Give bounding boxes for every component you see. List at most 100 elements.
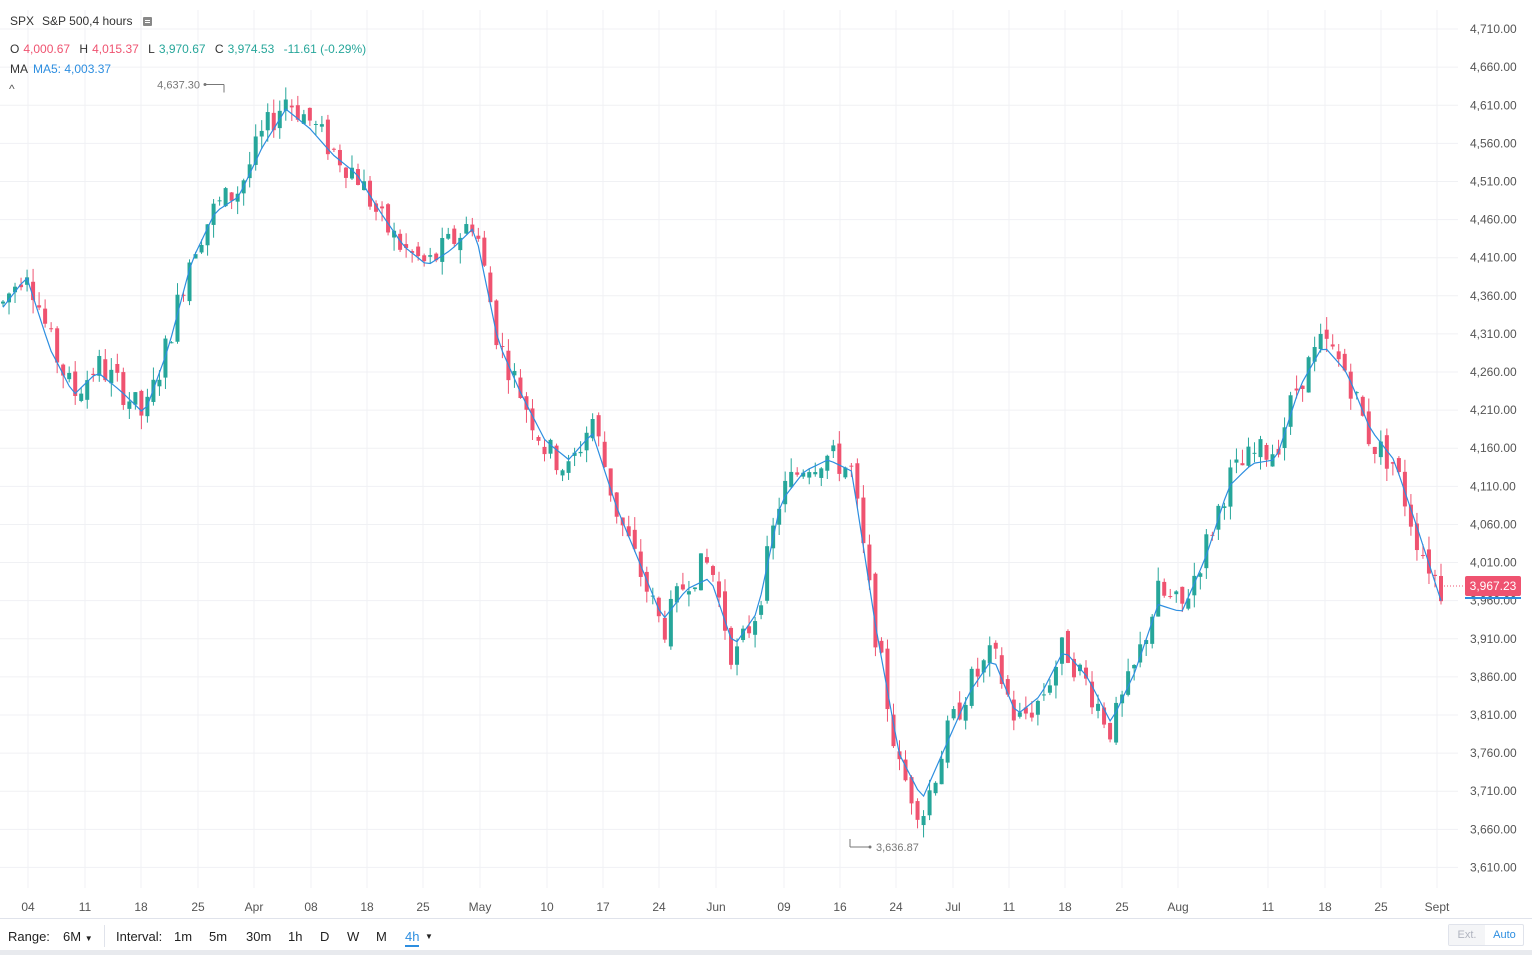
range-select[interactable]: 6M ▼ bbox=[63, 929, 93, 944]
close-value: 3,974.53 bbox=[227, 42, 275, 56]
auto-button[interactable]: Auto bbox=[1493, 929, 1516, 941]
x-tick-label: 25 bbox=[1115, 900, 1129, 914]
x-tick-label: 17 bbox=[596, 900, 610, 914]
interval-dropdown-icon[interactable]: ▼ bbox=[425, 932, 433, 941]
candle-body bbox=[777, 508, 782, 525]
candle-body bbox=[783, 480, 788, 505]
candle-body bbox=[879, 640, 884, 653]
candle-body bbox=[710, 566, 715, 575]
candle-body bbox=[1426, 549, 1431, 574]
candle-body bbox=[759, 605, 764, 615]
x-tick-label: 11 bbox=[1262, 900, 1275, 914]
candle-body bbox=[259, 130, 264, 137]
candle-body bbox=[1420, 555, 1425, 557]
candle-body bbox=[1258, 439, 1263, 458]
candle-body bbox=[602, 441, 607, 468]
x-tick-label: 11 bbox=[1003, 900, 1016, 914]
ma-legend: MA MA5: 4,003.37 bbox=[10, 62, 117, 76]
candle-body bbox=[169, 342, 174, 344]
candle-body bbox=[482, 237, 487, 266]
candle-body bbox=[933, 782, 938, 794]
candle-body bbox=[542, 446, 547, 455]
candle-body bbox=[139, 390, 144, 416]
candle-body bbox=[181, 294, 186, 296]
y-tick-label: 4,660.00 bbox=[1470, 60, 1517, 74]
candle-body bbox=[223, 188, 228, 207]
collapse-legend-icon[interactable]: ^ bbox=[9, 82, 15, 96]
interval-d[interactable]: D bbox=[320, 929, 330, 944]
candle-body bbox=[55, 328, 60, 363]
interval-w[interactable]: W bbox=[347, 929, 360, 944]
x-tick-label: Aug bbox=[1167, 900, 1188, 914]
interval-1m[interactable]: 1m bbox=[174, 929, 193, 944]
candle-body bbox=[795, 472, 800, 475]
x-tick-label: 18 bbox=[1058, 900, 1072, 914]
ma5-line bbox=[2, 108, 1442, 798]
candle-body bbox=[1402, 471, 1407, 507]
candle-body bbox=[283, 99, 288, 111]
candle-body bbox=[819, 468, 824, 478]
candle-body bbox=[331, 148, 336, 150]
candlestick-chart[interactable]: 4,710.00 4,660.00 4,610.00 4,560.00 4,510.00… bbox=[0, 0, 1532, 918]
candle-body bbox=[1114, 702, 1119, 743]
interval-1h[interactable]: 1h bbox=[288, 929, 303, 944]
candle-body bbox=[199, 244, 204, 253]
candle-body bbox=[175, 294, 180, 342]
candle-body bbox=[307, 107, 312, 121]
ma-label: MA bbox=[10, 62, 28, 76]
change-value: -11.61 (-0.29%) bbox=[283, 42, 367, 56]
candle-body bbox=[265, 112, 270, 131]
details-icon[interactable] bbox=[142, 17, 152, 26]
candle-body bbox=[843, 467, 848, 478]
candle-body bbox=[1023, 707, 1028, 714]
candle-body bbox=[1324, 329, 1329, 339]
x-tick-label: 18 bbox=[134, 900, 148, 914]
interval-4h[interactable]: 4h bbox=[405, 929, 420, 947]
candle-body bbox=[927, 790, 932, 816]
candle-body bbox=[1390, 462, 1395, 464]
chart-area[interactable]: 4,710.00 4,660.00 4,610.00 4,560.00 4,510.00… bbox=[0, 0, 1532, 918]
interval-30m[interactable]: 30m bbox=[246, 929, 272, 944]
candle-body bbox=[43, 308, 48, 324]
candle-body bbox=[957, 702, 962, 720]
candle-body bbox=[1041, 694, 1046, 696]
max-annotation-label: 4,637.30 bbox=[157, 79, 200, 91]
candle-body bbox=[1384, 435, 1389, 469]
candle-body bbox=[1204, 534, 1209, 569]
candle-body bbox=[7, 293, 12, 303]
candle-body bbox=[999, 655, 1004, 685]
x-tick-label: 25 bbox=[191, 900, 205, 914]
interval-m[interactable]: M bbox=[376, 929, 387, 944]
ohlc-legend: O 4,000.67 H 4,015.37 L 3,970.67 C 3,974.53 … bbox=[10, 42, 372, 56]
candle-body bbox=[488, 272, 493, 303]
range-label: Range: bbox=[8, 929, 50, 944]
chart-title: SPX S&P 500,4 hours bbox=[10, 14, 158, 28]
candle-body bbox=[1162, 581, 1167, 596]
interval-5m[interactable]: 5m bbox=[209, 929, 228, 944]
candle-body bbox=[1017, 712, 1022, 717]
candle-body bbox=[729, 627, 734, 665]
y-tick-label: 4,310.00 bbox=[1470, 327, 1517, 341]
candle-body bbox=[981, 660, 986, 673]
candle-body bbox=[1090, 681, 1095, 708]
candle-body bbox=[109, 369, 114, 384]
ext-button[interactable]: Ext. bbox=[1449, 925, 1485, 945]
candle-body bbox=[476, 235, 481, 239]
candle-body bbox=[1047, 685, 1052, 693]
candle-body bbox=[1174, 591, 1179, 595]
candle-body bbox=[608, 468, 613, 496]
x-tick-label: 24 bbox=[652, 900, 666, 914]
candle-body bbox=[1132, 664, 1137, 669]
y-tick-label: 3,760.00 bbox=[1470, 746, 1517, 760]
x-tick-label: 11 bbox=[79, 900, 92, 914]
candle-body bbox=[1192, 575, 1197, 596]
candle-body bbox=[692, 587, 697, 590]
x-tick-label: 18 bbox=[1318, 900, 1332, 914]
candle-body bbox=[392, 230, 397, 238]
candle-body bbox=[440, 237, 445, 262]
candle-body bbox=[1396, 458, 1401, 473]
candle-body bbox=[1408, 504, 1413, 527]
candle-body bbox=[458, 237, 463, 251]
candle-body bbox=[416, 246, 421, 257]
x-tick-label: 09 bbox=[777, 900, 791, 914]
